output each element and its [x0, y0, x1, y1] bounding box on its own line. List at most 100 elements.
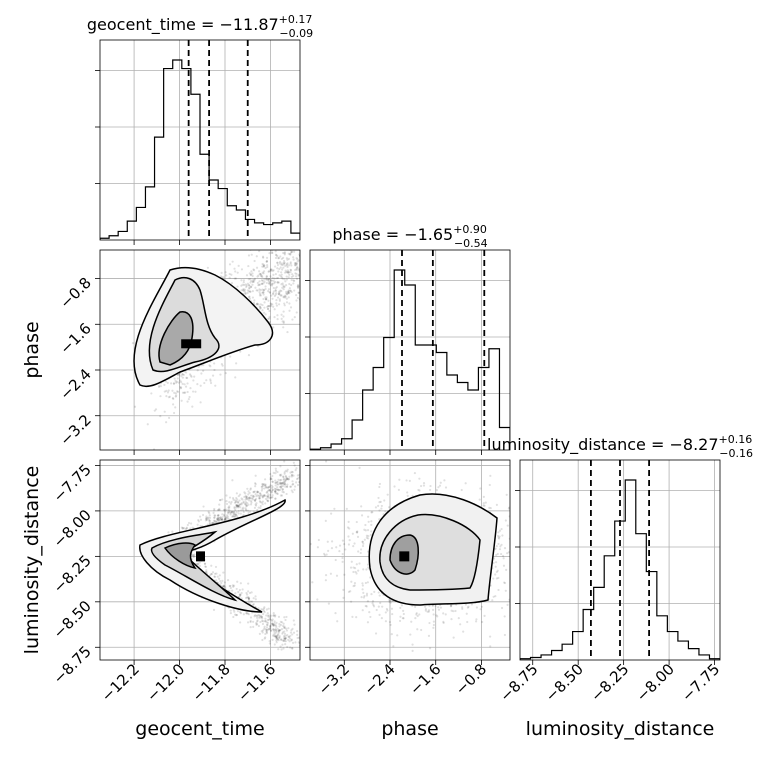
scatter-point — [211, 374, 215, 377]
scatter-point — [521, 590, 523, 592]
scatter-point — [247, 290, 251, 293]
scatter-point — [247, 582, 250, 585]
scatter-point — [262, 291, 265, 294]
scatter-point — [506, 524, 509, 527]
scatter-point — [186, 390, 189, 394]
scatter-point — [246, 596, 249, 599]
scatter-point — [226, 515, 230, 518]
scatter-point — [186, 523, 189, 527]
scatter-point — [270, 490, 273, 494]
scatter-point — [278, 291, 281, 294]
scatter-point — [282, 259, 286, 263]
scatter-point — [289, 261, 292, 264]
scatter-point — [568, 522, 570, 524]
scatter-point — [362, 542, 365, 545]
scatter-point — [196, 369, 199, 372]
scatter-point — [353, 567, 357, 570]
scatter-point — [293, 464, 296, 467]
scatter-point — [296, 483, 300, 487]
scatter-point — [219, 518, 223, 521]
panel-frame — [309, 459, 511, 661]
scatter-point — [207, 510, 210, 513]
scatter-point — [524, 584, 526, 586]
scatter-point — [267, 628, 270, 631]
scatter-point — [444, 613, 447, 616]
scatter-point — [189, 387, 192, 390]
scatter-point — [296, 629, 299, 633]
scatter-point — [277, 290, 281, 293]
scatter-point — [266, 307, 270, 311]
scatter-point — [278, 248, 280, 250]
scatter-point — [283, 634, 286, 638]
scatter-point — [429, 484, 432, 488]
scatter-point — [181, 526, 184, 530]
scatter-point — [174, 379, 177, 382]
scatter-point — [270, 303, 273, 306]
scatter-point — [261, 495, 264, 498]
scatter-point — [497, 576, 500, 580]
scatter-point — [454, 609, 457, 613]
scatter-point — [270, 489, 274, 493]
scatter-point — [305, 330, 307, 332]
scatter-point — [281, 286, 284, 289]
scatter-point — [330, 540, 334, 543]
scatter-point — [283, 638, 287, 641]
scatter-point — [482, 495, 485, 498]
scatter-point — [268, 627, 272, 630]
scatter-point — [294, 272, 297, 275]
scatter-point — [186, 400, 189, 403]
scatter-point — [323, 554, 326, 557]
scatter-point — [239, 503, 242, 506]
scatter-point — [342, 588, 345, 591]
scatter-point — [249, 626, 252, 629]
scatter-point — [357, 550, 360, 553]
scatter-point — [367, 566, 370, 569]
panel-frame — [99, 249, 301, 451]
scatter-point — [218, 507, 221, 510]
scatter-point — [500, 606, 504, 610]
scatter-point — [244, 501, 247, 504]
scatter-point — [274, 246, 276, 248]
scatter-point — [277, 270, 280, 273]
scatter-point — [277, 629, 281, 632]
scatter-point — [287, 271, 290, 274]
scatter-point — [385, 607, 388, 611]
scatter-point — [292, 258, 295, 261]
scatter-point — [274, 250, 277, 253]
scatter-point — [159, 385, 163, 388]
scatter-point — [263, 278, 266, 281]
scatter-point — [374, 632, 378, 635]
scatter-point — [483, 504, 486, 507]
scatter-point — [460, 488, 463, 492]
scatter-point — [324, 519, 327, 522]
scatter-point — [284, 640, 287, 643]
scatter-point — [174, 381, 178, 384]
scatter-point — [296, 286, 300, 290]
scatter-point — [205, 518, 209, 522]
scatter-point — [199, 384, 202, 387]
contour-inner — [163, 542, 197, 570]
scatter-point — [283, 632, 286, 635]
scatter-point — [245, 593, 249, 596]
scatter-point — [247, 503, 250, 506]
scatter-point — [234, 515, 237, 518]
scatter-point — [261, 265, 264, 268]
scatter-point — [283, 626, 286, 629]
scatter-point — [288, 637, 292, 640]
scatter-point — [378, 501, 381, 504]
scatter-point — [267, 618, 270, 621]
scatter-point — [494, 565, 497, 568]
scatter-point — [239, 621, 242, 624]
scatter-point — [259, 620, 262, 624]
scatter-point — [274, 469, 278, 472]
scatter-point — [167, 389, 170, 392]
scatter-point — [225, 494, 228, 497]
scatter-point — [406, 494, 409, 497]
scatter-point — [259, 289, 262, 292]
scatter-point — [183, 391, 187, 394]
scatter-point — [238, 493, 242, 496]
scatter-point — [235, 506, 238, 509]
scatter-point — [218, 503, 221, 506]
scatter-point — [261, 271, 264, 274]
scatter-point — [359, 548, 363, 551]
